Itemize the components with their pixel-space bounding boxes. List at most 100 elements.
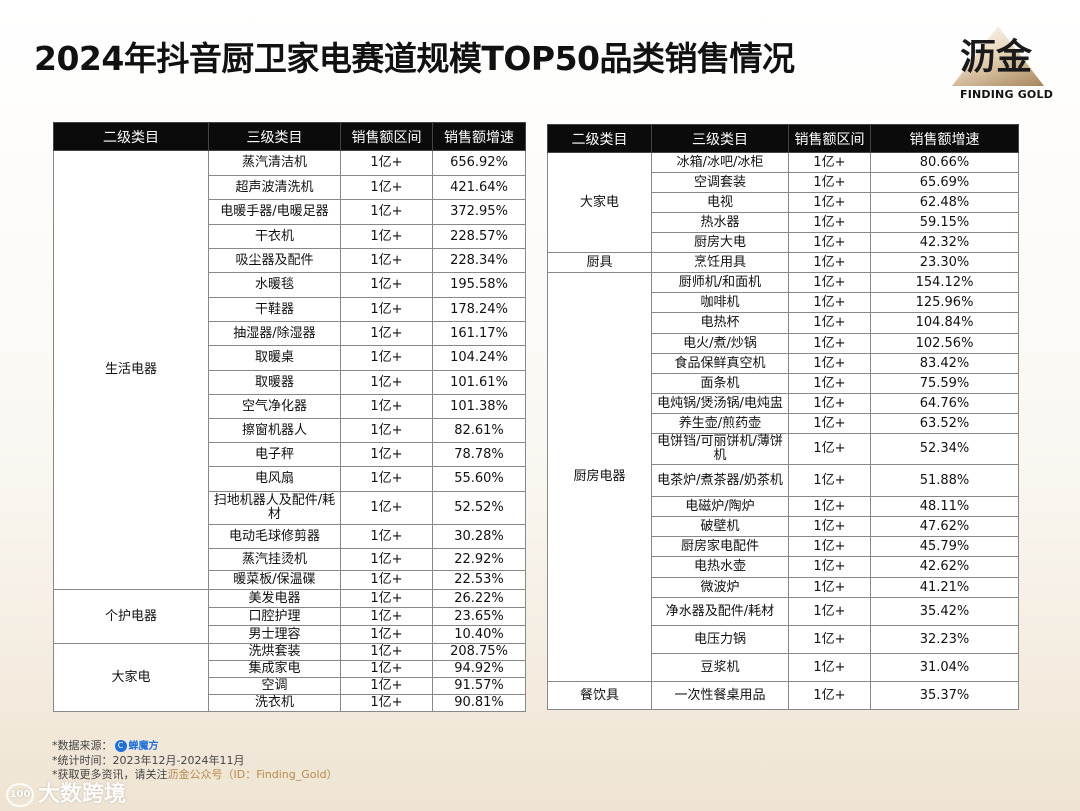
sales-range-cell: 1亿+ xyxy=(340,589,433,608)
table-row: 电压力锅 1亿+ 32.23% xyxy=(548,625,1019,654)
category-l3-cell: 空调 xyxy=(208,677,341,695)
category-l3-cell: 干衣机 xyxy=(208,224,341,249)
category-l3-cell: 空气净化器 xyxy=(208,394,341,419)
logo-text-cn: 沥金 xyxy=(960,37,1033,78)
table-row: 厨房电器 厨师机/和面机 1亿+ 154.12% xyxy=(547,272,1019,682)
category-l3-cell: 电炖锅/煲汤锅/电炖盅 xyxy=(651,393,789,414)
sales-range-cell: 1亿+ xyxy=(340,548,433,571)
sales-range-cell: 1亿+ xyxy=(340,418,433,443)
table-row: 超声波清洗机 1亿+ 421.64% xyxy=(54,175,526,200)
category-l3-cell: 洗烘套装 xyxy=(208,643,341,661)
category-l3-cell: 冰箱/冰吧/冰柜 xyxy=(651,152,789,173)
growth-rate-cell: 178.24% xyxy=(432,297,526,322)
sales-range-cell: 1亿+ xyxy=(788,597,871,626)
category-l3-cell: 暖菜板/保温碟 xyxy=(208,570,341,590)
growth-rate-cell: 26.22% xyxy=(432,589,526,608)
sales-range-cell: 1亿+ xyxy=(340,643,433,661)
growth-rate-cell: 104.24% xyxy=(432,345,526,371)
sales-range-cell: 1亿+ xyxy=(788,464,871,497)
brand-logo: 沥金 FINDING GOLD xyxy=(952,26,1053,101)
category-l3-cell: 厨房大电 xyxy=(651,232,789,253)
growth-rate-cell: 82.61% xyxy=(432,418,526,443)
category-l2-cell: 大家电 xyxy=(53,643,209,712)
sales-range-cell: 1亿+ xyxy=(788,333,871,354)
category-l3-cell: 电动毛球修剪器 xyxy=(208,524,341,549)
sales-range-cell: 1亿+ xyxy=(340,677,433,695)
footer-more: *获取更多资讯，请关注沥金公众号（ID：Finding_Gold） xyxy=(52,766,338,782)
sales-range-cell: 1亿+ xyxy=(788,172,871,193)
sales-range-cell: 1亿+ xyxy=(788,625,871,654)
source-logo-icon: C xyxy=(114,740,127,752)
category-l3-cell: 蒸汽挂烫机 xyxy=(208,548,341,571)
growth-rate-cell: 90.81% xyxy=(432,694,526,712)
growth-rate-cell: 52.52% xyxy=(432,491,526,525)
category-l3-cell: 蒸汽清洁机 xyxy=(208,150,341,176)
category-l3-cell: 吸尘器及配件 xyxy=(208,248,341,273)
sales-range-cell: 1亿+ xyxy=(788,232,871,253)
sales-range-cell: 1亿+ xyxy=(340,570,433,590)
category-l3-cell: 净水器及配件/耗材 xyxy=(651,597,789,626)
category-l3-cell: 取暖桌 xyxy=(208,345,341,371)
growth-rate-cell: 31.04% xyxy=(870,653,1019,682)
category-l3-cell: 微波炉 xyxy=(651,577,789,598)
sales-table-left: 二级类目 三级类目 销售额区间 销售额增速 生活电器 蒸汽清洁机 1亿+ 656.92% 超声… xyxy=(53,122,526,712)
table-header-row: 二级类目 三级类目 销售额区间 销售额增速 xyxy=(547,124,1019,153)
growth-rate-cell: 32.23% xyxy=(870,625,1019,654)
table-row: 取暖桌 1亿+ 104.24% xyxy=(54,345,526,371)
watermark-text: 大数跨境 xyxy=(38,782,127,807)
category-l3-cell: 电茶炉/煮茶器/奶茶机 xyxy=(651,464,789,497)
growth-rate-cell: 372.95% xyxy=(432,199,526,225)
column-header: 销售额增速 xyxy=(432,122,526,151)
table-row: 厨房大电 1亿+ 42.32% xyxy=(548,232,1019,253)
table-row: 口腔护理 1亿+ 23.65% xyxy=(54,607,526,626)
table-row: 水暖毯 1亿+ 195.58% xyxy=(54,272,526,298)
category-l3-cell: 咖啡机 xyxy=(651,292,789,313)
category-l2-cell: 生活电器 xyxy=(53,150,209,590)
category-l3-cell: 养生壶/煎药壶 xyxy=(651,413,789,434)
category-l3-cell: 空调套装 xyxy=(651,172,789,193)
growth-rate-cell: 55.60% xyxy=(432,466,526,492)
growth-rate-cell: 35.37% xyxy=(870,681,1019,710)
category-l3-cell: 电暖手器/电暖足器 xyxy=(208,199,341,225)
table-row: 个护电器 美发电器 1亿+ 26.22% xyxy=(53,589,526,644)
table-row: 暖菜板/保温碟 1亿+ 22.53% xyxy=(54,570,526,590)
growth-rate-cell: 78.78% xyxy=(432,442,526,467)
table-row: 电炖锅/煲汤锅/电炖盅 1亿+ 64.76% xyxy=(548,393,1019,414)
growth-rate-cell: 42.32% xyxy=(870,232,1019,253)
table-row: 净水器及配件/耗材 1亿+ 35.42% xyxy=(548,597,1019,626)
growth-rate-cell: 52.34% xyxy=(870,433,1019,465)
category-l2-cell: 厨具 xyxy=(547,252,652,273)
category-l3-cell: 电火/煮/炒锅 xyxy=(651,333,789,354)
footer-more-prefix: *获取更多资讯，请关注 xyxy=(52,768,168,781)
sales-range-cell: 1亿+ xyxy=(340,224,433,249)
table-row: 食品保鲜真空机 1亿+ 83.42% xyxy=(548,353,1019,374)
sales-range-cell: 1亿+ xyxy=(340,660,433,678)
sales-range-cell: 1亿+ xyxy=(788,373,871,394)
table-row: 咖啡机 1亿+ 125.96% xyxy=(548,292,1019,313)
growth-rate-cell: 91.57% xyxy=(432,677,526,695)
sales-range-cell: 1亿+ xyxy=(340,694,433,712)
growth-rate-cell: 48.11% xyxy=(870,496,1019,517)
category-l3-cell: 电子秤 xyxy=(208,442,341,467)
category-l3-cell: 超声波清洗机 xyxy=(208,175,341,200)
growth-rate-cell: 64.76% xyxy=(870,393,1019,414)
table-row: 抽湿器/除湿器 1亿+ 161.17% xyxy=(54,321,526,346)
category-l3-cell: 电压力锅 xyxy=(651,625,789,654)
table-row: 集成家电 1亿+ 94.92% xyxy=(54,660,526,678)
growth-rate-cell: 161.17% xyxy=(432,321,526,346)
growth-rate-cell: 154.12% xyxy=(870,272,1019,293)
sales-range-cell: 1亿+ xyxy=(788,536,871,557)
column-header: 销售额区间 xyxy=(788,124,871,153)
footer-source-name: 蝉魔方 xyxy=(128,741,159,752)
category-l2-cell: 厨房电器 xyxy=(547,272,652,682)
column-header: 销售额增速 xyxy=(870,124,1019,153)
category-l3-cell: 电热杯 xyxy=(651,312,789,334)
category-l3-cell: 电热水壶 xyxy=(651,556,789,578)
sales-range-cell: 1亿+ xyxy=(788,516,871,537)
growth-rate-cell: 125.96% xyxy=(870,292,1019,313)
category-l3-cell: 干鞋器 xyxy=(208,297,341,322)
table-row: 蒸汽挂烫机 1亿+ 22.92% xyxy=(54,548,526,571)
category-l2-cell: 餐饮具 xyxy=(547,681,652,710)
footer-period: *统计时间：2023年12月-2024年11月 xyxy=(52,754,245,767)
growth-rate-cell: 10.40% xyxy=(432,625,526,644)
